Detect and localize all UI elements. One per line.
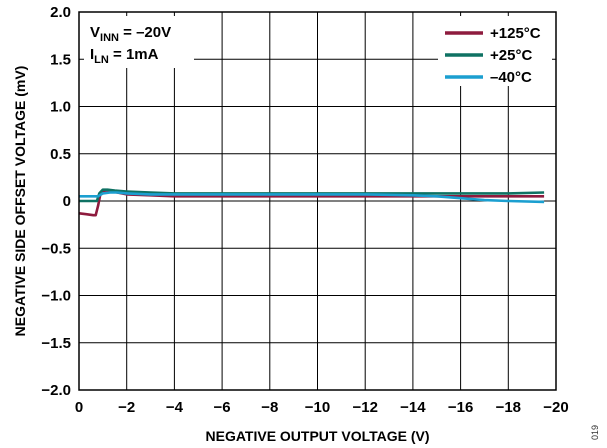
x-tick-label: −6 [214,399,231,416]
y-tick-labels: −2.0 −1.5 −1.0 −0.5 0 0.5 1.0 1.5 2.0 [41,4,71,399]
y-tick-label: −1.0 [41,288,71,305]
condition-annotation: VINN = –20V ILN = 1mA [84,16,194,68]
x-axis-label: NEGATIVE OUTPUT VOLTAGE (V) [206,428,430,444]
y-tick-label: −2.0 [41,382,71,399]
x-tick-label: −20 [543,399,568,416]
figure-id: 019 [590,425,600,440]
annotation-background [84,16,194,68]
series-line-2 [79,191,545,204]
legend-background [438,16,552,86]
plot-frame [78,11,557,391]
x-tick-label: −12 [352,399,377,416]
x-tick-label: −10 [305,399,330,416]
legend-label-2: –40°C [490,69,532,86]
y-axis-label: NEGATIVE SIDE OFFSET VOLTAGE (mV) [12,66,28,337]
y-tick-label: 2.0 [50,4,71,21]
x-tick-labels: 0 −2 −4 −6 −8 −10 −12 −14 −16 −18 −20 [75,399,569,416]
annotation-vinn: VINN = –20V [90,24,171,44]
legend-label-0: +125°C [490,25,541,42]
x-tick-label: −18 [496,399,521,416]
x-tick-label: −14 [400,399,426,416]
y-tick-label: 1.0 [50,99,71,116]
x-tick-label: 0 [75,399,83,416]
legend: +125°C +25°C –40°C [438,16,552,86]
y-tick-label: −1.5 [41,335,71,352]
x-tick-label: −2 [118,399,135,416]
legend-label-1: +25°C [490,47,532,64]
x-tick-label: −8 [261,399,278,416]
x-tick-label: −4 [166,399,184,416]
y-tick-label: 0.5 [50,146,71,163]
annotation-iln: ILN = 1mA [90,46,159,66]
y-tick-label: 0 [63,193,71,210]
y-tick-label: −0.5 [41,240,71,257]
x-tick-label: −16 [448,399,473,416]
y-tick-label: 1.5 [50,51,71,68]
series-lines [78,188,545,217]
